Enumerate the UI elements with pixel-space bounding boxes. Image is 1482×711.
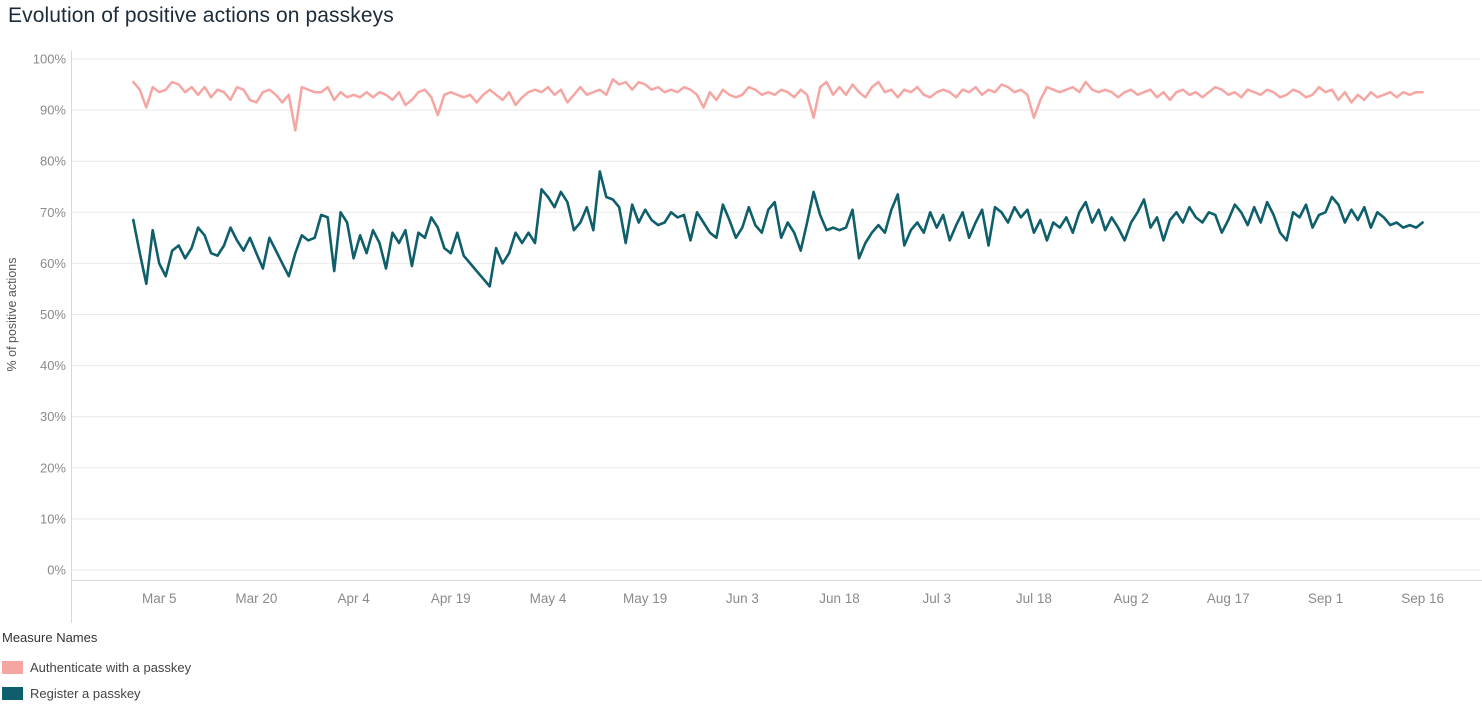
y-tick-label: 40%: [40, 358, 66, 373]
y-tick-label: 90%: [40, 103, 66, 118]
legend-item-label: Authenticate with a passkey: [30, 659, 192, 675]
y-tick-label: 60%: [40, 256, 66, 271]
y-tick-label: 80%: [40, 154, 66, 169]
legend-item-authenticate[interactable]: Authenticate with a passkey: [2, 654, 422, 680]
x-tick-label: Apr 4: [337, 591, 370, 606]
legend-swatch[interactable]: [2, 660, 23, 674]
x-tick-label: Aug 2: [1113, 591, 1148, 606]
legend-title: Measure Names: [2, 630, 98, 645]
x-tick-label: Aug 17: [1207, 591, 1250, 606]
y-tick-label: 10%: [40, 511, 66, 526]
x-tick-label: Apr 19: [431, 591, 471, 606]
chart-title: Evolution of positive actions on passkey…: [8, 4, 394, 27]
x-tick-label: May 4: [530, 591, 567, 606]
x-tick-label: May 19: [623, 591, 667, 606]
y-tick-label: 70%: [40, 205, 66, 220]
x-tick-label: Sep 1: [1308, 591, 1343, 606]
x-tick-label: Jun 18: [819, 591, 860, 606]
series-line-authenticate-with-a-passkey[interactable]: [132, 78, 1424, 132]
x-tick-label: Jul 18: [1016, 591, 1052, 606]
legend-item-label: Register a passkey: [30, 685, 141, 701]
chart-svg: 0% 10% 20% 30% 40% 50% 60% 70% 80% 90% 100% Mar 5 Ma…: [5, 51, 1482, 623]
y-tick-label: 20%: [40, 460, 66, 475]
y-tick-label: 100%: [33, 52, 67, 67]
x-tick-label: Sep 16: [1401, 591, 1444, 606]
chart-area[interactable]: 0% 10% 20% 30% 40% 50% 60% 70% 80% 90% 100% Mar 5 Ma…: [0, 45, 1482, 630]
x-tick-label: Jul 3: [922, 591, 951, 606]
legend-item-register[interactable]: Register a passkey: [2, 680, 422, 706]
series-line-register-a-passkey[interactable]: [132, 170, 1424, 288]
x-tick-label: Mar 5: [142, 591, 177, 606]
legend-swatch[interactable]: [2, 686, 23, 700]
y-axis-title: % of positive actions: [5, 258, 19, 372]
legend: Measure Names Authenticate with a passke…: [2, 630, 422, 706]
x-tick-label: Mar 20: [235, 591, 277, 606]
y-tick-label: 0%: [47, 563, 66, 578]
y-tick-label: 50%: [40, 307, 66, 322]
x-tick-label: Jun 3: [726, 591, 759, 606]
y-tick-label: 30%: [40, 409, 66, 424]
